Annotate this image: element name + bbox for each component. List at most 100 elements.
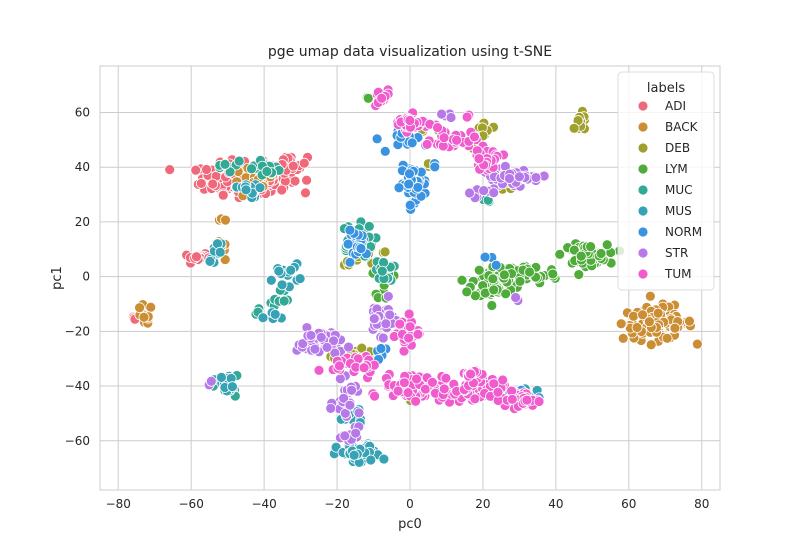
data-point-str [464, 187, 475, 199]
data-point-str [510, 292, 522, 303]
data-point-norm [429, 161, 441, 173]
x-tick-label: −20 [324, 497, 349, 511]
data-point-mus [214, 246, 226, 258]
data-point-tum [403, 308, 415, 320]
data-point-norm [344, 224, 356, 236]
data-point-tum [403, 332, 415, 344]
data-point-back [652, 307, 664, 319]
data-point-tum [369, 390, 380, 402]
data-point-lym [498, 269, 510, 281]
legend-label-adi: ADI [665, 99, 686, 113]
data-point-mus [348, 449, 360, 461]
series-str [203, 108, 550, 446]
data-point-norm [344, 256, 356, 268]
data-point-norm [342, 238, 354, 250]
legend-marker-tum [637, 268, 649, 280]
data-point-mus [204, 256, 216, 267]
legend-marker-str [637, 247, 649, 259]
data-point-back [134, 302, 145, 314]
data-point-str [305, 329, 317, 341]
data-point-str [368, 313, 380, 325]
data-point-back [145, 301, 157, 313]
legend-title: labels [647, 81, 685, 96]
data-point-back [691, 338, 703, 350]
data-point-norm [404, 199, 416, 211]
data-point-tum [392, 385, 404, 397]
legend-label-lym: LYM [665, 162, 688, 176]
data-point-norm [404, 168, 415, 180]
data-point-norm [490, 259, 502, 271]
data-point-tum [394, 318, 406, 330]
data-point-lym [486, 300, 498, 311]
data-point-norm [379, 145, 391, 157]
data-point-lym [568, 244, 580, 256]
data-point-lym [362, 92, 374, 104]
data-point-tum [334, 360, 345, 372]
data-point-str [353, 407, 365, 419]
data-point-tum [411, 373, 422, 385]
data-point-norm [371, 133, 383, 145]
data-point-muc [278, 295, 290, 307]
data-point-back [637, 309, 648, 321]
data-point-back [220, 214, 231, 226]
data-point-mus [378, 453, 390, 465]
data-point-tum [358, 362, 370, 374]
legend-label-back: BACK [665, 120, 699, 134]
data-point-lym [461, 286, 473, 298]
data-point-norm [375, 343, 387, 354]
data-point-mus [294, 273, 306, 284]
data-point-tum [465, 368, 476, 380]
data-point-str [382, 290, 394, 302]
legend-marker-deb [637, 142, 649, 154]
data-point-tum [404, 115, 416, 126]
series-lym [361, 92, 625, 311]
data-point-str [315, 332, 327, 343]
data-point-str [488, 187, 500, 199]
data-point-str [377, 332, 389, 344]
data-point-mus [269, 309, 281, 320]
data-point-deb [379, 246, 391, 258]
data-point-str [504, 173, 515, 184]
data-point-tum [410, 395, 422, 407]
data-point-mus [276, 279, 288, 291]
legend-label-tum: TUM [664, 267, 691, 281]
data-point-str [334, 373, 346, 385]
data-point-adi [190, 164, 202, 176]
data-point-back [644, 290, 656, 302]
data-point-lym [488, 284, 500, 296]
data-point-mus [240, 184, 252, 196]
data-point-adi [287, 160, 299, 172]
data-point-str [205, 375, 217, 387]
x-tick-label: −40 [251, 497, 276, 511]
data-point-str [343, 341, 354, 353]
data-point-norm [406, 137, 418, 149]
legend-marker-norm [637, 226, 649, 238]
data-point-tum [451, 134, 463, 146]
data-point-tum [469, 393, 481, 405]
data-point-str [530, 172, 542, 183]
legend: labels ADI BACK DEB LYM MUC MUS NORM STR TUM [617, 71, 715, 291]
data-point-mus [273, 265, 285, 277]
legend-label-muc: MUC [665, 183, 693, 197]
x-tick-label: 40 [548, 497, 563, 511]
data-point-str [350, 427, 362, 439]
data-point-lym [547, 268, 559, 280]
data-point-muc [233, 155, 245, 167]
legend-label-mus: MUS [665, 204, 692, 218]
data-point-tum [398, 377, 410, 389]
legend-marker-mus [637, 205, 649, 217]
data-point-back [138, 311, 150, 323]
y-tick-labels: −60 −40 −20 0 20 40 60 [65, 106, 90, 448]
data-point-lym [585, 241, 597, 253]
data-point-str [309, 343, 321, 355]
data-point-deb [568, 122, 580, 134]
data-point-tum [533, 396, 545, 407]
data-point-str [339, 430, 351, 442]
data-point-mus [285, 264, 297, 276]
x-tick-label: −80 [106, 497, 131, 511]
data-point-tum [497, 374, 509, 386]
data-point-adi [164, 164, 176, 176]
data-point-str [445, 112, 457, 123]
data-point-lym [575, 250, 587, 262]
data-point-back [645, 339, 657, 351]
